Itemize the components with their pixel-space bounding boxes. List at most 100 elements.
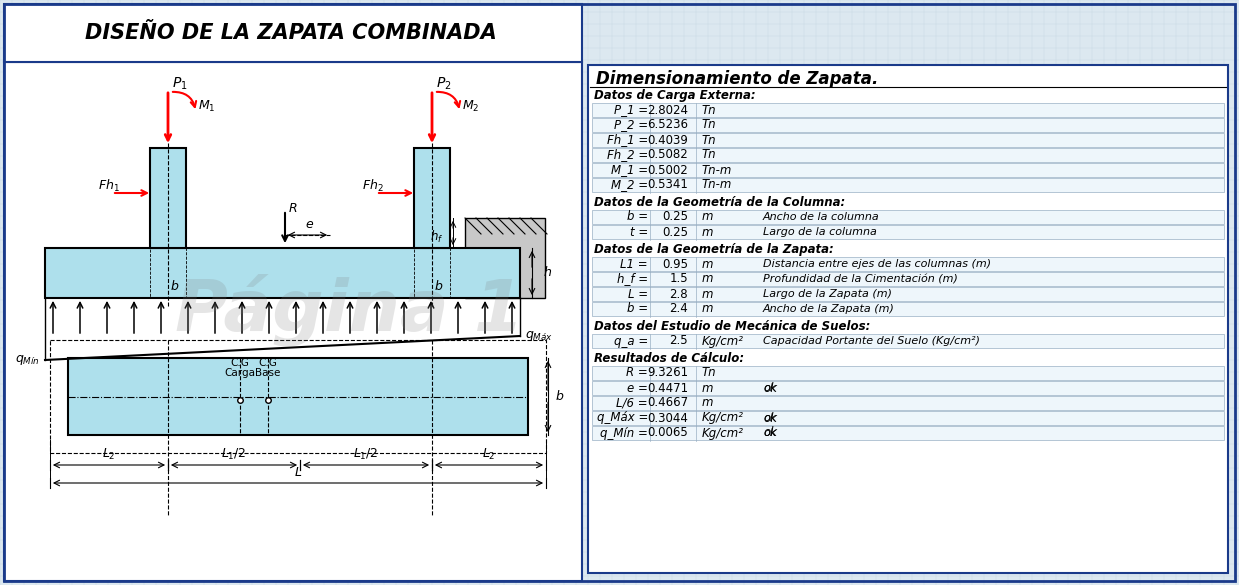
- Text: m: m: [703, 287, 714, 301]
- Text: ok: ok: [763, 428, 777, 438]
- Text: $M_2$: $M_2$: [462, 99, 479, 114]
- Text: Carga: Carga: [224, 368, 255, 378]
- Text: ok: ok: [763, 426, 777, 439]
- Text: L =: L =: [628, 287, 648, 301]
- Text: Profundidad de la Cimentación (m): Profundidad de la Cimentación (m): [763, 274, 958, 284]
- Text: $L_1/2$: $L_1/2$: [353, 447, 379, 462]
- Text: Resultados de Cálculo:: Resultados de Cálculo:: [593, 353, 745, 366]
- Text: b =: b =: [627, 211, 648, 223]
- Text: ok: ok: [763, 411, 777, 425]
- Text: 9.3261: 9.3261: [647, 366, 688, 380]
- Text: b: b: [435, 280, 442, 293]
- Text: $Fh_1$: $Fh_1$: [98, 178, 120, 194]
- Bar: [592, 411, 1224, 425]
- Text: t =: t =: [629, 225, 648, 239]
- Text: m: m: [703, 381, 714, 394]
- Bar: [592, 272, 1224, 286]
- Text: ok: ok: [763, 383, 777, 393]
- Text: P_1 =: P_1 =: [613, 104, 648, 116]
- Text: Página 1: Página 1: [176, 274, 524, 346]
- Bar: [150, 148, 186, 248]
- Text: $L_1/2$: $L_1/2$: [222, 447, 247, 462]
- Text: Tn: Tn: [703, 133, 716, 146]
- Text: 2.8024: 2.8024: [647, 104, 688, 116]
- Text: $Fh_2$: $Fh_2$: [362, 178, 384, 194]
- Text: R =: R =: [626, 366, 648, 380]
- Bar: [592, 426, 1224, 440]
- Text: m: m: [703, 273, 714, 285]
- Text: M_2 =: M_2 =: [611, 178, 648, 191]
- Bar: [592, 178, 1224, 192]
- Text: $P_1$: $P_1$: [172, 76, 187, 92]
- Text: 0.3044: 0.3044: [647, 411, 688, 425]
- Text: $q_{Máx}$: $q_{Máx}$: [525, 329, 553, 343]
- Bar: [592, 163, 1224, 177]
- Text: Datos de Carga Externa:: Datos de Carga Externa:: [593, 90, 756, 102]
- Text: ok: ok: [763, 381, 777, 394]
- Bar: [592, 133, 1224, 147]
- Text: $L_2$: $L_2$: [102, 447, 115, 462]
- Text: Tn-m: Tn-m: [703, 178, 732, 191]
- Text: R: R: [289, 202, 297, 215]
- Text: h: h: [544, 267, 551, 280]
- Bar: [45, 248, 520, 298]
- Text: $q_{Mín}$: $q_{Mín}$: [15, 353, 40, 367]
- Text: Tn-m: Tn-m: [703, 163, 732, 177]
- Text: Datos de la Geometría de la Zapata:: Datos de la Geometría de la Zapata:: [593, 243, 834, 256]
- Text: Base: Base: [255, 368, 281, 378]
- Text: Ancho de la Zapata (m): Ancho de la Zapata (m): [763, 304, 895, 314]
- Text: 0.4667: 0.4667: [647, 397, 688, 410]
- Text: q_a =: q_a =: [613, 335, 648, 347]
- Text: ok: ok: [763, 413, 777, 423]
- Bar: [414, 148, 450, 248]
- Text: 0.5002: 0.5002: [647, 163, 688, 177]
- Text: C.G: C.G: [230, 358, 249, 368]
- Text: Kg/cm²: Kg/cm²: [703, 335, 743, 347]
- Text: Capacidad Portante del Suelo (Kg/cm²): Capacidad Portante del Suelo (Kg/cm²): [763, 336, 980, 346]
- Text: 2.5: 2.5: [669, 335, 688, 347]
- Text: h_f =: h_f =: [617, 273, 648, 285]
- Text: 2.8: 2.8: [669, 287, 688, 301]
- Text: Kg/cm²: Kg/cm²: [703, 411, 743, 425]
- Text: b =: b =: [627, 302, 648, 315]
- Text: L/6 =: L/6 =: [616, 397, 648, 410]
- Text: m: m: [703, 302, 714, 315]
- Text: q_Mín =: q_Mín =: [600, 426, 648, 439]
- Text: 6.5236: 6.5236: [647, 119, 688, 132]
- Bar: [592, 210, 1224, 224]
- Text: q_Máx =: q_Máx =: [597, 411, 648, 425]
- Text: Datos del Estudio de Mecánica de Suelos:: Datos del Estudio de Mecánica de Suelos:: [593, 321, 870, 333]
- Bar: [592, 148, 1224, 162]
- Text: $P_2$: $P_2$: [436, 76, 451, 92]
- Text: 0.25: 0.25: [662, 211, 688, 223]
- Text: Distancia entre ejes de las columnas (m): Distancia entre ejes de las columnas (m): [763, 259, 991, 269]
- Text: $L_2$: $L_2$: [482, 447, 496, 462]
- Text: 0.4039: 0.4039: [647, 133, 688, 146]
- Bar: [592, 366, 1224, 380]
- Bar: [592, 257, 1224, 271]
- Text: $L$: $L$: [294, 466, 302, 479]
- Text: Largo de la Zapata (m): Largo de la Zapata (m): [763, 289, 892, 299]
- Bar: [592, 334, 1224, 348]
- Text: Largo de la columna: Largo de la columna: [763, 227, 877, 237]
- Text: C.G: C.G: [259, 358, 278, 368]
- Text: b: b: [171, 280, 178, 293]
- Text: 0.95: 0.95: [662, 257, 688, 270]
- Bar: [592, 103, 1224, 117]
- Text: Tn: Tn: [703, 366, 716, 380]
- Text: 0.5341: 0.5341: [647, 178, 688, 191]
- Text: Tn: Tn: [703, 119, 716, 132]
- Bar: [68, 358, 528, 435]
- Text: e =: e =: [627, 381, 648, 394]
- Text: Ancho de la columna: Ancho de la columna: [763, 212, 880, 222]
- Bar: [589, 65, 1228, 573]
- Text: m: m: [703, 257, 714, 270]
- Text: DISEÑO DE LA ZAPATA COMBINADA: DISEÑO DE LA ZAPATA COMBINADA: [85, 23, 497, 43]
- Text: Tn: Tn: [703, 149, 716, 161]
- Text: $M_1$: $M_1$: [198, 99, 216, 114]
- Text: Fh_2 =: Fh_2 =: [607, 149, 648, 161]
- Text: Kg/cm²: Kg/cm²: [703, 426, 743, 439]
- Text: m: m: [703, 211, 714, 223]
- Bar: [4, 4, 582, 62]
- Text: 0.5082: 0.5082: [647, 149, 688, 161]
